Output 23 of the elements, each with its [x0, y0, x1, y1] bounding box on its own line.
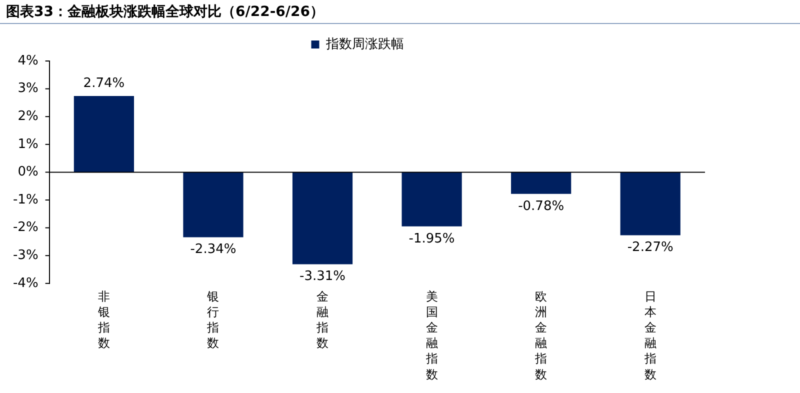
- x-tick-label: 金融指数: [316, 289, 329, 350]
- x-tick-label: 美国金融指数: [424, 289, 438, 382]
- data-label: -3.31%: [300, 269, 346, 284]
- y-tick-label: -1%: [12, 192, 38, 208]
- y-tick-label: -4%: [12, 276, 38, 291]
- data-label: -2.34%: [190, 242, 236, 258]
- x-tick-label: 非银指数: [96, 289, 110, 350]
- data-label: -0.78%: [518, 198, 564, 214]
- y-tick-label: -3%: [12, 248, 38, 263]
- legend-label: 指数周涨跌幅: [324, 36, 404, 52]
- y-tick-label: 3%: [18, 81, 38, 96]
- y-tick-label: 4%: [18, 53, 38, 68]
- data-label: 2.74%: [83, 76, 125, 91]
- y-tick-label: 2%: [18, 108, 38, 124]
- y-tick-label: 0%: [18, 164, 38, 180]
- x-tick-label: 日本金融指数: [643, 289, 656, 382]
- y-tick-label: -2%: [12, 220, 38, 236]
- chart-title: 图表33：金融板块涨跌幅全球对比（6/22-6/26）: [0, 0, 800, 24]
- x-tick-label: 银行指数: [206, 289, 220, 350]
- data-label: -1.95%: [408, 231, 455, 246]
- y-tick-label: 1%: [18, 136, 38, 152]
- x-tick-label: 欧洲金融指数: [534, 289, 548, 382]
- data-label: -2.27%: [627, 240, 674, 256]
